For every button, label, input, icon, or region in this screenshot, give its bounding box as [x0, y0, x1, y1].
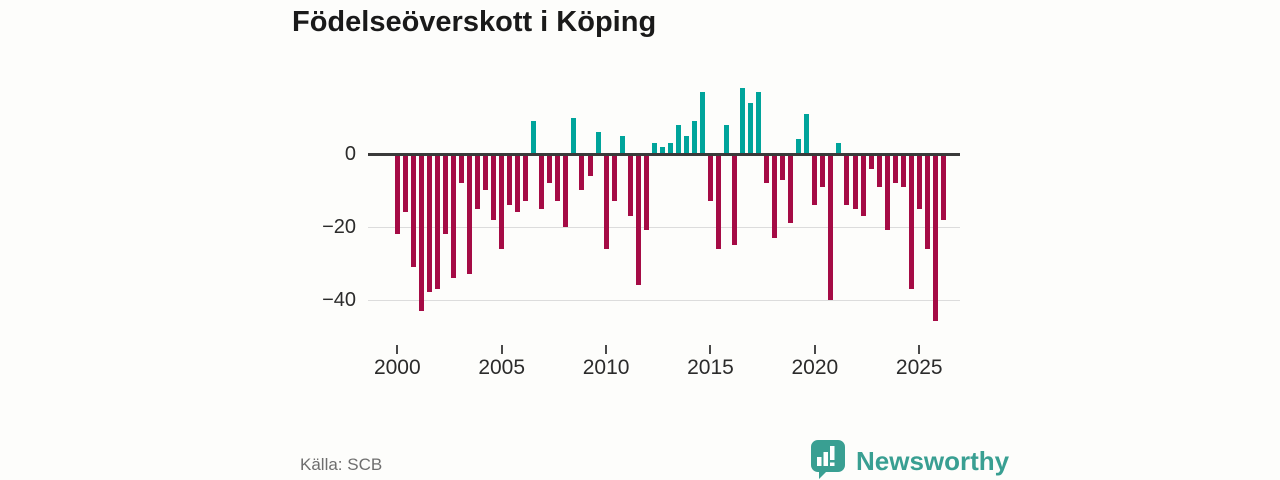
x-axis-tick — [918, 345, 921, 354]
bar-negative — [828, 154, 833, 300]
brand-logo: Newsworthy — [810, 439, 1010, 480]
bar-positive — [676, 124, 681, 154]
bar-negative — [917, 154, 922, 209]
bar-positive — [836, 143, 841, 154]
bar-positive — [748, 103, 753, 155]
bar-positive — [531, 121, 536, 155]
bar-positive — [804, 113, 809, 154]
bar-positive — [796, 139, 801, 155]
zero-axis-line — [368, 152, 960, 156]
bar-positive — [596, 132, 601, 154]
bar-positive — [684, 135, 689, 154]
bar-negative — [869, 154, 874, 169]
bar-negative — [780, 154, 785, 180]
bar-negative — [427, 154, 432, 293]
bar-negative — [604, 154, 609, 249]
x-axis-label: 2005 — [478, 356, 526, 379]
y-axis-label: −20 — [322, 215, 356, 238]
bar-negative — [491, 154, 496, 220]
source-note: Källa: SCB — [300, 455, 383, 474]
bar-negative — [812, 154, 817, 205]
bar-chart-speech-bubble-icon — [810, 439, 846, 480]
bar-negative — [411, 154, 416, 267]
bar-negative — [901, 154, 906, 187]
y-axis-label: −40 — [322, 288, 356, 311]
bar-negative — [893, 154, 898, 184]
bar-negative — [467, 154, 472, 275]
bar-positive — [652, 143, 657, 154]
y-axis-label: 0 — [344, 143, 356, 165]
x-axis-tick — [500, 345, 503, 354]
bar-negative — [443, 154, 448, 235]
chart-title: Födelseöverskott i Köping — [292, 6, 657, 38]
bar-negative — [772, 154, 777, 238]
bar-negative — [885, 154, 890, 231]
bar-negative — [941, 154, 946, 220]
bar-negative — [579, 154, 584, 191]
bar-negative — [547, 154, 552, 184]
bar-positive — [740, 88, 745, 154]
bar-negative — [403, 154, 408, 213]
bar-positive — [700, 92, 705, 154]
bar-negative — [925, 154, 930, 249]
bar-negative — [708, 154, 713, 202]
bar-negative — [909, 154, 914, 289]
bar-negative — [628, 154, 633, 216]
bar-negative — [853, 154, 858, 209]
bar-negative — [636, 154, 641, 285]
bar-negative — [716, 154, 721, 249]
bar-negative — [435, 154, 440, 289]
bar-negative — [844, 154, 849, 205]
bar-negative — [419, 154, 424, 311]
bar-negative — [515, 154, 520, 213]
bar-negative — [612, 154, 617, 202]
bar-positive — [724, 124, 729, 154]
bar-negative — [507, 154, 512, 205]
x-axis-label: 2000 — [373, 356, 421, 379]
x-axis-tick — [605, 345, 608, 354]
bar-negative — [732, 154, 737, 245]
bar-negative — [451, 154, 456, 278]
bar-negative — [483, 154, 488, 191]
bar-negative — [539, 154, 544, 209]
brand-name: Newsworthy — [856, 445, 1010, 476]
gridline — [368, 226, 960, 228]
bar-negative — [395, 154, 400, 235]
x-axis-tick — [709, 345, 712, 354]
plot-area — [368, 86, 960, 340]
bar-negative — [459, 154, 464, 184]
bar-negative — [644, 154, 649, 231]
bar-negative — [499, 154, 504, 249]
gridline — [368, 299, 960, 301]
x-axis-label: 2015 — [687, 356, 734, 379]
x-axis-tick — [396, 345, 399, 354]
bar-negative — [764, 154, 769, 184]
bar-positive — [756, 92, 761, 154]
bar-negative — [788, 154, 793, 224]
x-axis-label: 2025 — [895, 356, 943, 379]
bar-negative — [933, 154, 938, 322]
bar-negative — [861, 154, 866, 216]
bar-negative — [563, 154, 568, 227]
x-axis-tick — [813, 345, 816, 354]
bar-negative — [523, 154, 528, 202]
bar-negative — [555, 154, 560, 202]
bar-positive — [620, 135, 625, 154]
bar-negative — [475, 154, 480, 209]
bar-negative — [877, 154, 882, 187]
bar-positive — [571, 117, 576, 154]
bar-positive — [692, 121, 697, 155]
bar-positive — [668, 143, 673, 154]
bar-negative — [820, 154, 825, 187]
bar-positive — [660, 146, 665, 155]
x-axis-label: 2010 — [582, 356, 630, 379]
x-axis-label: 2020 — [791, 356, 839, 379]
bar-negative — [588, 154, 593, 176]
